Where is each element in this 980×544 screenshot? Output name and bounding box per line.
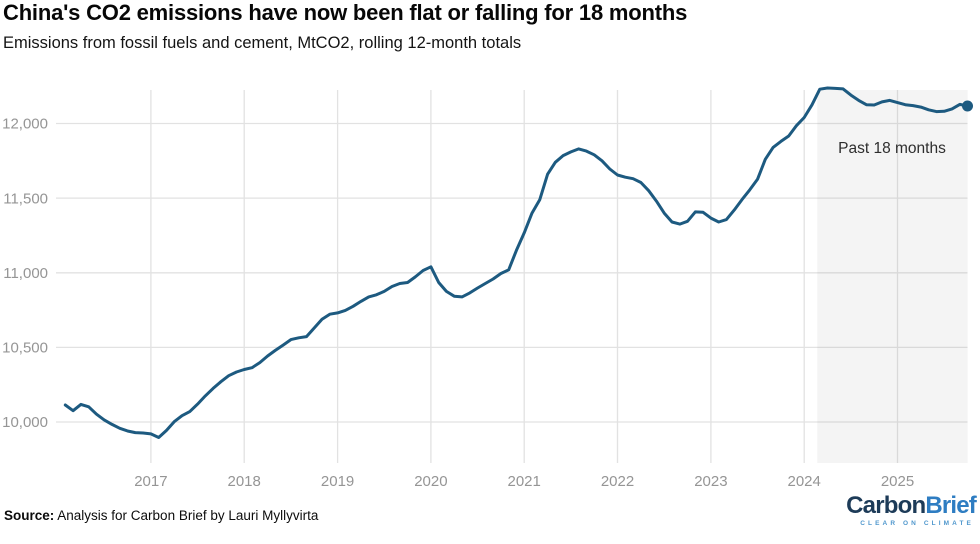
- x-tick-label: 2024: [788, 473, 821, 490]
- x-tick-label: 2019: [321, 473, 354, 490]
- latest-point-dot: [962, 100, 973, 112]
- y-tick-label: 11,500: [3, 190, 48, 207]
- y-tick-label: 10,500: [2, 340, 48, 357]
- x-tick-label: 2023: [694, 473, 727, 490]
- logo-brief: Brief: [925, 492, 976, 519]
- past-18-months-annotation: Past 18 months: [838, 140, 946, 157]
- y-tick-label: 11,000: [3, 265, 48, 282]
- past-18-months-band: [817, 90, 968, 463]
- logo-tagline: CLEAR ON CLIMATE: [860, 520, 974, 527]
- x-tick-label: 2020: [414, 473, 447, 490]
- chart-subtitle: Emissions from fossil fuels and cement, …: [3, 34, 522, 52]
- x-tick-label: 2025: [881, 473, 914, 490]
- y-tick-label: 12,000: [2, 116, 48, 133]
- source-text: Analysis for Carbon Brief by Lauri Mylly…: [54, 508, 319, 523]
- logo-carbon: Carbon: [846, 492, 926, 519]
- source-label: Source:: [4, 508, 55, 523]
- y-tick-label: 10,000: [2, 414, 48, 431]
- carbonbrief-logo-text: CarbonBrief: [846, 492, 977, 519]
- carbonbrief-logo: CarbonBrief CLEAR ON CLIMATE: [846, 492, 977, 528]
- page-title: China's CO2 emissions have now been flat…: [3, 0, 688, 25]
- x-tick-label: 2018: [228, 473, 261, 490]
- x-tick-label: 2017: [134, 473, 167, 490]
- x-tick-label: 2021: [508, 473, 541, 490]
- emissions-line: [63, 86, 969, 439]
- x-tick-label: 2022: [601, 473, 634, 490]
- source-line: Source: Analysis for Carbon Brief by Lau…: [4, 508, 318, 523]
